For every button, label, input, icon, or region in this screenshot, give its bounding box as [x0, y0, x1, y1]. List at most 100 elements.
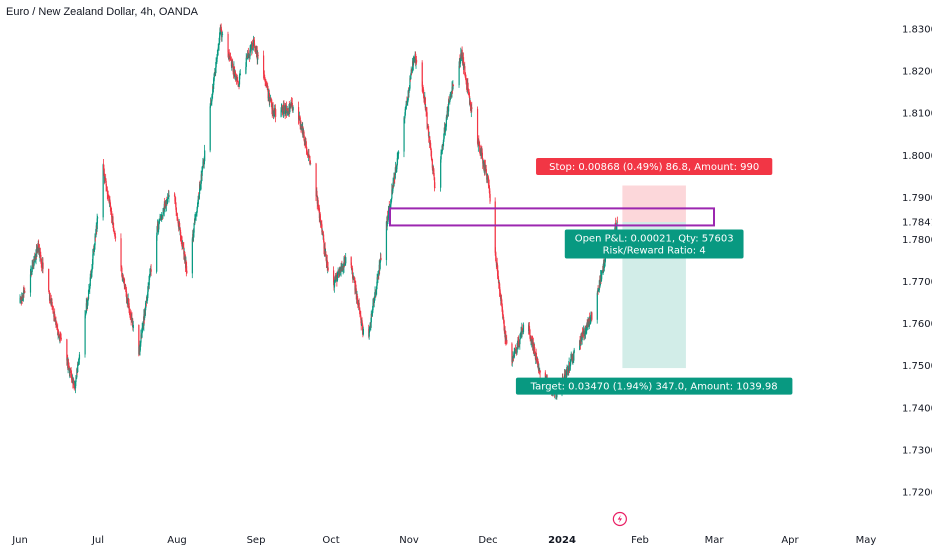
y-tick-label: 1.73000 — [902, 445, 932, 456]
candle-body — [433, 173, 435, 178]
candle-body — [452, 85, 455, 86]
candle-body — [404, 108, 406, 116]
candle-body — [458, 65, 460, 86]
candle-body — [298, 107, 300, 120]
candle-body — [96, 218, 98, 229]
candle-body — [487, 177, 490, 186]
candle-body — [485, 169, 487, 176]
candle-body — [307, 154, 309, 157]
candle-body — [340, 267, 342, 273]
candle-body — [590, 313, 592, 320]
candle-body — [398, 151, 400, 154]
candle-body — [430, 142, 432, 149]
candle-body — [102, 164, 104, 218]
candle-body — [408, 89, 410, 93]
candle-body — [308, 154, 310, 156]
candle-body — [310, 163, 312, 165]
lightning-bolt-glyph — [617, 515, 623, 523]
candle-body — [204, 150, 206, 162]
candle-body — [55, 320, 57, 327]
candle-body — [73, 380, 75, 386]
candle-body — [368, 331, 370, 337]
candle-body — [168, 195, 170, 197]
x-tick-label: Dec — [478, 535, 497, 546]
price-zone-rectangle[interactable] — [389, 207, 715, 227]
candle-body — [333, 270, 335, 283]
candle-body — [494, 201, 496, 253]
candle-body — [92, 254, 94, 265]
candle-body — [326, 260, 328, 268]
candle-body — [158, 221, 160, 230]
candle-body — [463, 66, 465, 69]
candle-body — [106, 190, 109, 194]
candle-body — [511, 343, 513, 362]
y-tick-label: 1.80000 — [902, 151, 932, 162]
candle-body — [390, 201, 392, 205]
candle-body — [385, 221, 388, 261]
candle-body — [431, 159, 433, 168]
candle-body — [75, 376, 77, 383]
candle-body — [42, 262, 44, 269]
candle-body — [360, 315, 362, 320]
candle-body — [317, 200, 319, 207]
target-label-box[interactable] — [515, 377, 793, 395]
candle-body — [216, 56, 218, 62]
candle-body — [513, 352, 515, 358]
candle-body — [394, 171, 396, 179]
candle-body — [327, 267, 329, 271]
stop-label-box[interactable] — [536, 157, 773, 175]
candle-body — [497, 265, 499, 276]
candle-body — [121, 267, 123, 277]
stop-zone[interactable] — [622, 185, 686, 223]
candle-body — [396, 165, 398, 170]
candle-body — [215, 62, 217, 68]
candle-body — [148, 276, 151, 281]
candle-body — [197, 195, 199, 205]
candle-body — [584, 333, 587, 335]
open-pnl-label-box[interactable] — [564, 229, 744, 259]
candle-body — [60, 337, 62, 340]
candle-body — [232, 63, 234, 67]
candle-body — [423, 95, 425, 100]
candle-body — [379, 261, 381, 269]
current-price-label: 1.78414 — [902, 218, 932, 229]
candle-body — [306, 151, 308, 155]
candle-body — [323, 241, 325, 249]
candle-body — [120, 238, 122, 267]
candle-body — [497, 276, 500, 280]
candle-body — [449, 99, 451, 102]
candle-body — [221, 33, 224, 35]
candle-body — [24, 291, 26, 293]
candle-body — [219, 28, 221, 37]
target-label-text-0: Target: 0.03470 (1.94%) 347.0, Amount: 1… — [530, 382, 778, 393]
candle-body — [52, 311, 55, 314]
open-pnl-label-text-1: Risk/Reward Ratio: 4 — [603, 246, 706, 257]
candle-body — [40, 255, 42, 261]
candle-body — [445, 117, 448, 127]
candle-body — [321, 224, 323, 233]
candle-body — [443, 133, 445, 139]
candle-body — [97, 217, 99, 219]
candle-body — [315, 163, 317, 197]
candle-body — [69, 370, 71, 373]
candle-body — [567, 367, 569, 372]
candle-body — [89, 277, 91, 287]
y-tick-label: 1.82000 — [902, 67, 932, 78]
candle-body — [489, 193, 491, 202]
candle-body — [502, 310, 504, 319]
candle-body — [564, 374, 566, 380]
x-tick-label: Jun — [11, 535, 28, 546]
candle-body — [156, 235, 158, 272]
candle-body — [66, 339, 68, 361]
candle-body — [464, 66, 466, 76]
candle-body — [78, 354, 81, 360]
candle-body — [462, 57, 465, 69]
candle-body — [95, 229, 97, 237]
candle-body — [440, 159, 442, 188]
candle-body — [587, 319, 589, 328]
candle-body — [506, 339, 508, 344]
candle-body — [159, 219, 161, 220]
candle-body — [162, 213, 164, 217]
